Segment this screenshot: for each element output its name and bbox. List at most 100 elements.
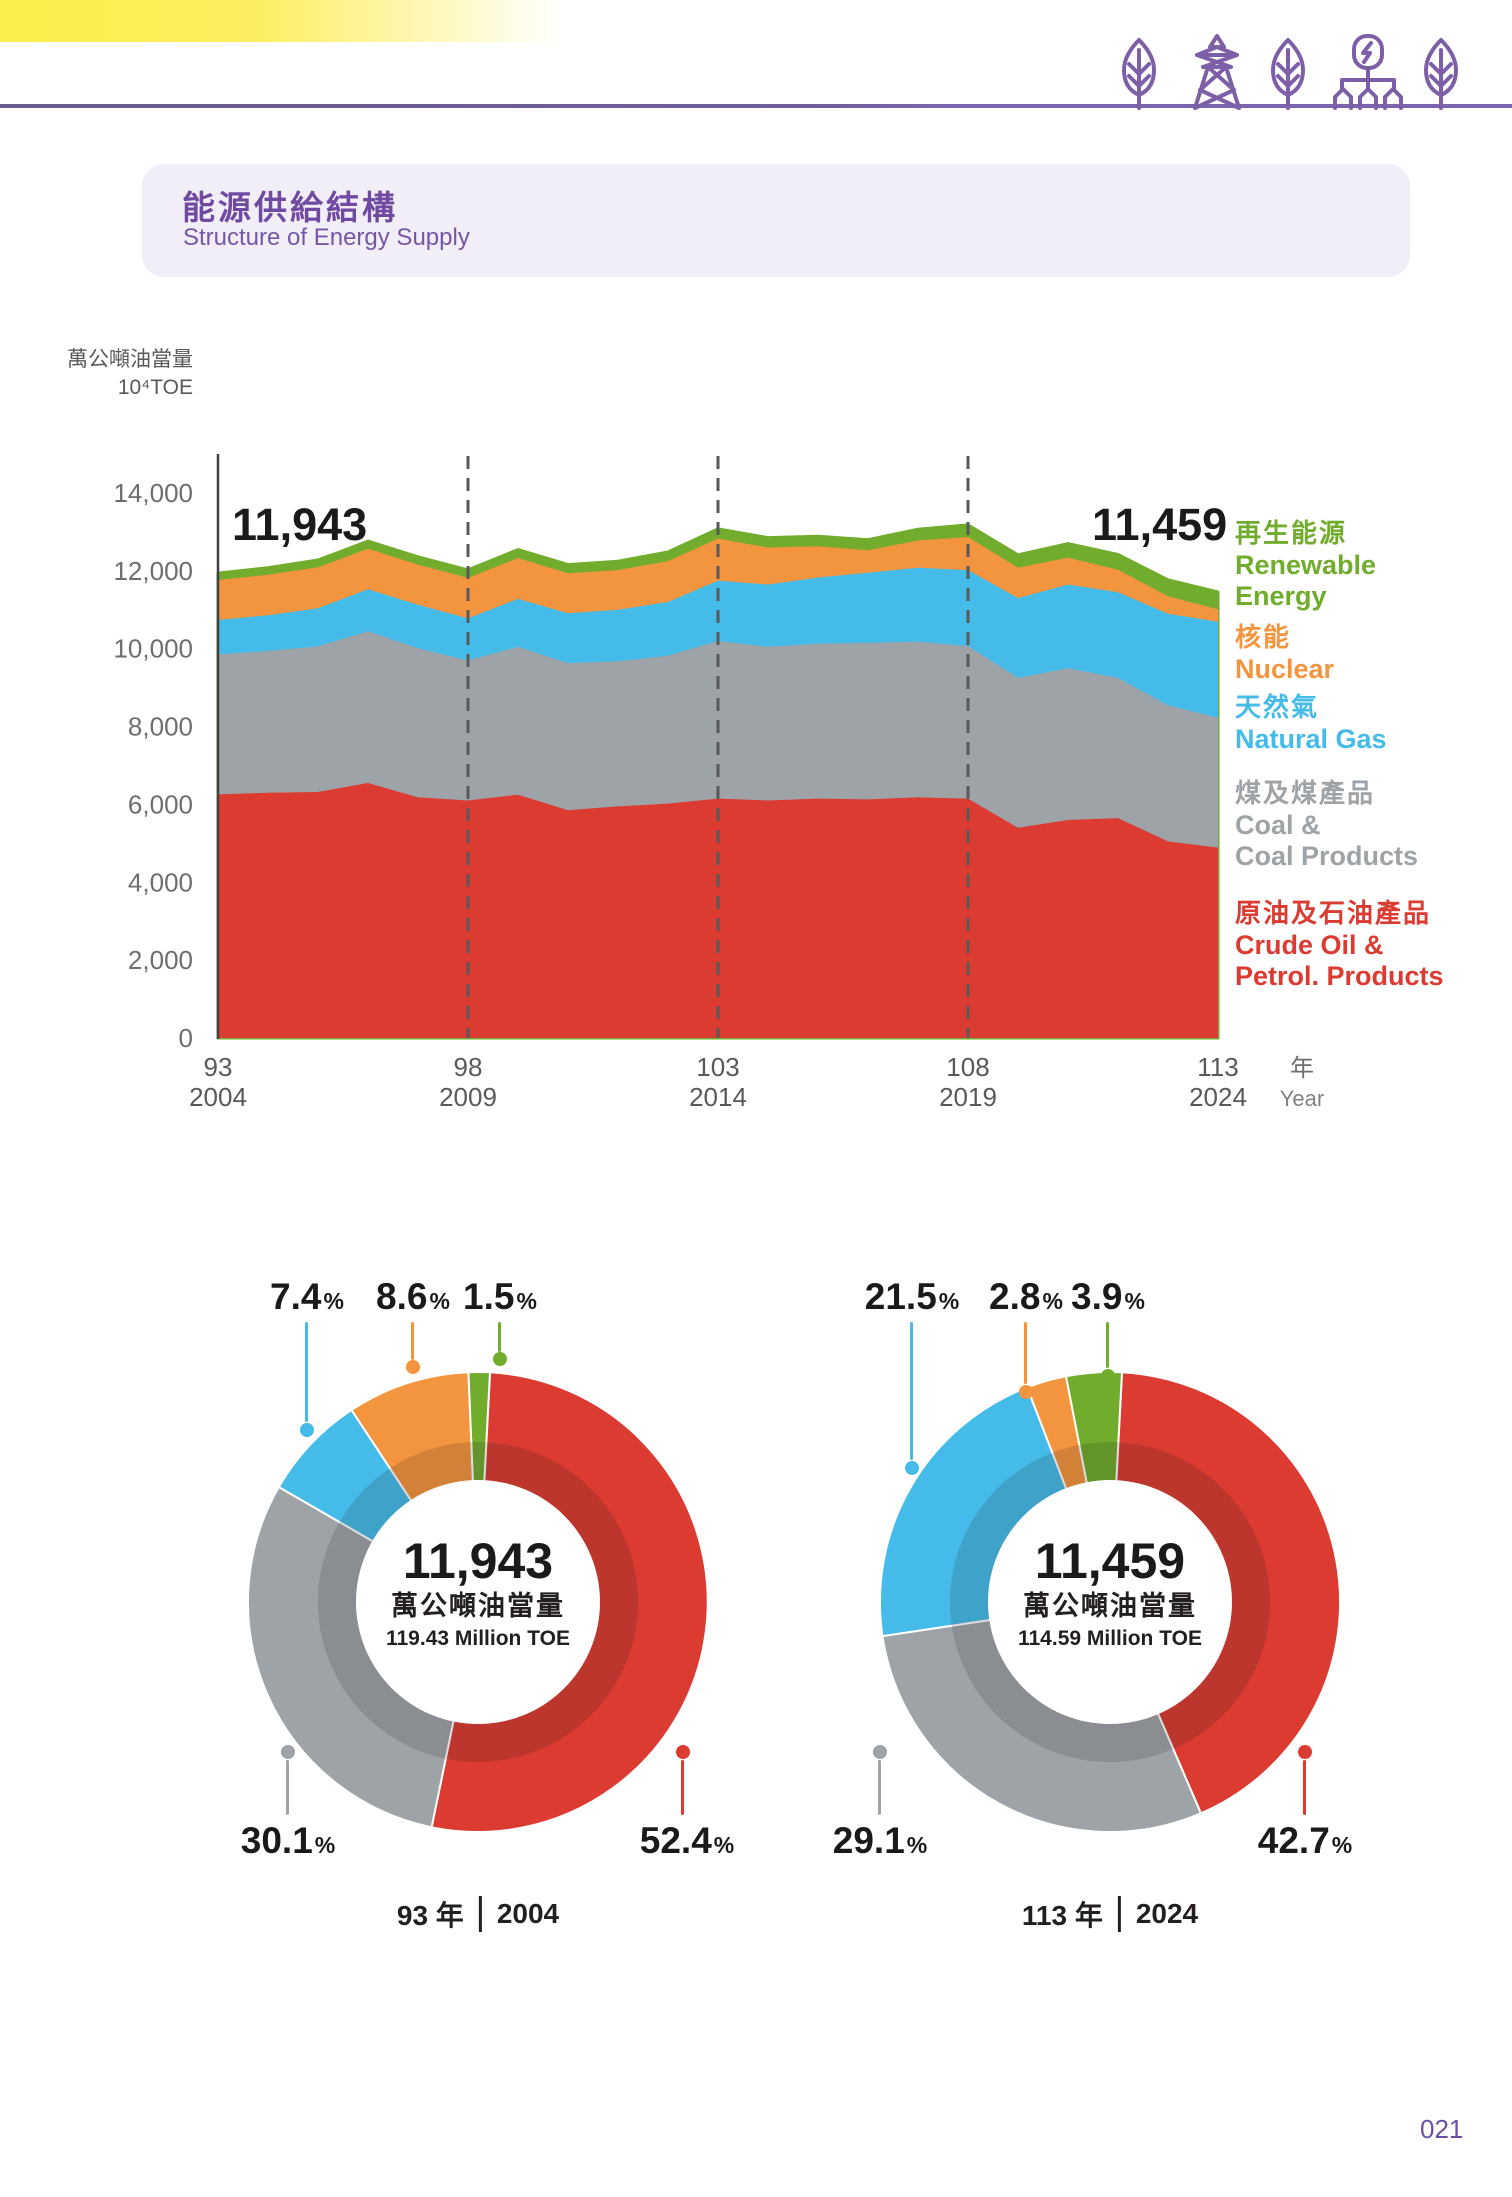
- svg-text:14,000: 14,000: [113, 478, 193, 508]
- chart-legend: 再生能源 Renewable Energy 核能 Nuclear 天然氣 Nat…: [1235, 0, 1505, 1010]
- caption-roc-year: 113 年: [1021, 1900, 1103, 1931]
- leader-dot: [493, 1352, 507, 1366]
- donut-2024-unit-en: 114.59 Million TOE: [1017, 1627, 1203, 1650]
- svg-text:10⁴TOE: 10⁴TOE: [118, 376, 193, 399]
- donut-2024-crude-pct: 42.7%: [1258, 1820, 1352, 1862]
- percent-sign: %: [323, 1288, 344, 1314]
- donut-2004-caption: 93 年 2004: [397, 1894, 559, 1934]
- percent-sign: %: [938, 1288, 960, 1314]
- leader-line: [1303, 1760, 1306, 1815]
- transmission-tower-icon: [1193, 34, 1241, 110]
- legend-renewable-zh: 再生能源: [1235, 518, 1348, 548]
- svg-text:103: 103: [696, 1052, 739, 1082]
- svg-text:93: 93: [204, 1052, 233, 1082]
- leader-dot: [300, 1423, 314, 1437]
- leader-dot: [1019, 1385, 1033, 1399]
- donut-2024-coal-pct: 29.1%: [833, 1820, 927, 1862]
- svg-text:萬公噸油當量: 萬公噸油當量: [67, 348, 193, 371]
- svg-text:113: 113: [1197, 1052, 1238, 1082]
- legend-crude-zh: 原油及石油產品: [1235, 898, 1432, 928]
- pct-value: 29.1: [832, 1820, 905, 1861]
- donut-2024-center: 11,459 萬公噸油當量 114.59 Million TOE: [920, 1534, 1300, 1653]
- leaf-tree-icon: [1424, 38, 1458, 110]
- donut-2024-total: 11,459: [1034, 1533, 1186, 1589]
- donut-2024-caption: 113 年 2024: [1022, 1894, 1198, 1934]
- donut-2004-unit-zh: 萬公噸油當量: [391, 1591, 565, 1621]
- pct-value: 52.4: [639, 1820, 712, 1861]
- svg-text:2,000: 2,000: [128, 945, 193, 975]
- caption-divider: [478, 1896, 482, 1932]
- leader-dot: [406, 1360, 420, 1374]
- leader-line: [1106, 1322, 1109, 1368]
- svg-text:2014: 2014: [689, 1082, 747, 1112]
- percent-sign: %: [1331, 1832, 1353, 1858]
- pct-value: 21.5: [864, 1276, 937, 1317]
- svg-text:Year: Year: [1280, 1086, 1324, 1111]
- legend-nuclear-zh: 核能: [1235, 622, 1292, 652]
- leader-dot: [281, 1745, 295, 1759]
- section-title-en: Structure of Energy Supply: [183, 224, 470, 251]
- caption-ad-year: 2004: [496, 1898, 560, 1929]
- leaf-tree-icon: [1122, 38, 1156, 110]
- leaf-tree-icon: [1271, 38, 1305, 110]
- leader-line: [878, 1760, 881, 1815]
- pct-value: 30.1: [240, 1820, 313, 1861]
- svg-text:6,000: 6,000: [128, 789, 193, 819]
- legend-nuclear-en: Nuclear: [1235, 654, 1335, 684]
- pct-value: 7.4: [270, 1276, 322, 1317]
- leader-dot: [1101, 1369, 1115, 1383]
- leader-dot: [1298, 1745, 1312, 1759]
- svg-text:8,000: 8,000: [128, 712, 193, 742]
- percent-sign: %: [1042, 1288, 1063, 1314]
- donut-2004-center: 11,943 萬公噸油當量 119.43 Million TOE: [288, 1534, 668, 1653]
- page-number: 021: [1420, 2114, 1464, 2144]
- legend-coal-en: Coal & Coal Products: [1235, 810, 1419, 871]
- donut-2004-gas-pct: 7.4%: [270, 1276, 344, 1318]
- leader-line: [1024, 1322, 1027, 1384]
- leader-line: [498, 1322, 501, 1352]
- pct-value: 2.8: [989, 1276, 1041, 1317]
- svg-text:4,000: 4,000: [128, 867, 193, 897]
- svg-text:年: 年: [1290, 1055, 1314, 1082]
- leader-dot: [873, 1745, 887, 1759]
- donut-chart-2004: [247, 1370, 709, 1833]
- section-title-card: 能源供給結構 Structure of Energy Supply: [142, 164, 1410, 277]
- legend-gas-en: Natural Gas: [1235, 724, 1387, 754]
- legend-crude-en: Crude Oil & Petrol. Products: [1235, 930, 1444, 991]
- percent-sign: %: [1124, 1288, 1145, 1314]
- donut-2004-unit-en: 119.43 Million TOE: [385, 1627, 571, 1650]
- donut-2004-total: 11,943: [402, 1533, 554, 1589]
- donut-2004-renewable-pct: 1.5%: [463, 1276, 537, 1318]
- caption-roc-year: 93 年: [396, 1900, 464, 1931]
- donut-2024-unit-zh: 萬公噸油當量: [1023, 1591, 1197, 1621]
- power-distribution-icon: [1333, 34, 1403, 110]
- pct-value: 3.9: [1071, 1276, 1123, 1317]
- svg-text:11,459: 11,459: [1092, 499, 1227, 550]
- svg-text:98: 98: [454, 1052, 483, 1082]
- header-icon-strip: [1122, 34, 1458, 110]
- pct-value: 42.7: [1257, 1820, 1330, 1861]
- svg-text:0: 0: [179, 1023, 193, 1053]
- svg-text:10,000: 10,000: [113, 634, 193, 664]
- legend-item-nuclear: 核能 Nuclear: [1235, 621, 1334, 685]
- percent-sign: %: [314, 1832, 336, 1858]
- section-title-zh: 能源供給結構: [182, 189, 398, 226]
- donut-chart-2024: [878, 1371, 1342, 1833]
- svg-text:2019: 2019: [939, 1082, 997, 1112]
- donut-2004-coal-pct: 30.1%: [241, 1820, 335, 1862]
- legend-item-renewable: 再生能源 Renewable Energy: [1235, 517, 1376, 612]
- donut-2024-nuclear-pct: 2.8%: [989, 1276, 1063, 1318]
- percent-sign: %: [429, 1288, 450, 1314]
- pct-value: 8.6: [376, 1276, 428, 1317]
- leader-line: [411, 1322, 414, 1360]
- svg-text:108: 108: [946, 1052, 989, 1082]
- percent-sign: %: [516, 1288, 537, 1314]
- donut-2024-renewable-pct: 3.9%: [1071, 1276, 1145, 1318]
- donut-2024-gas-pct: 21.5%: [865, 1276, 959, 1318]
- svg-text:2024: 2024: [1189, 1082, 1247, 1112]
- leader-line: [286, 1760, 289, 1815]
- legend-gas-zh: 天然氣: [1235, 692, 1320, 722]
- leader-line: [681, 1760, 684, 1815]
- leader-line: [910, 1322, 913, 1460]
